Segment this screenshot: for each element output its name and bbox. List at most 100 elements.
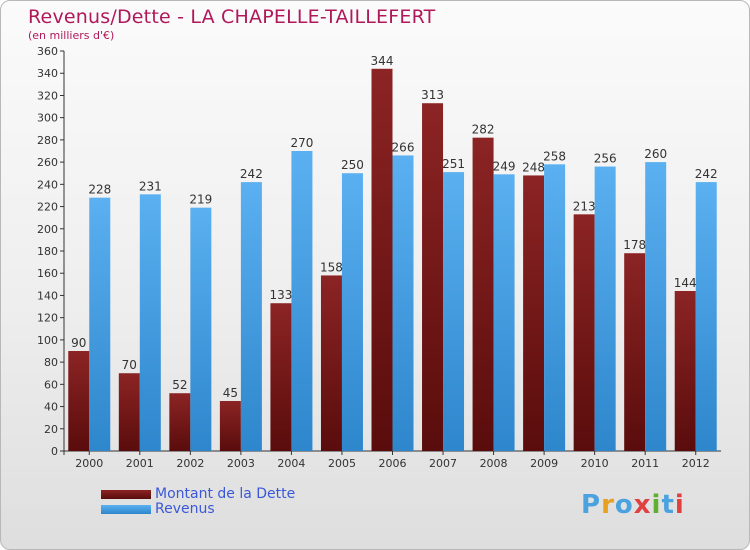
bar-debt [118, 373, 140, 451]
data-label-revenue: 256 [594, 152, 617, 166]
data-label-revenue: 251 [442, 157, 465, 171]
proxiti-logo: Proxiti [581, 490, 685, 520]
data-label-revenue: 258 [543, 149, 566, 163]
bar-revenue [139, 194, 161, 452]
y-tick-label: 100 [37, 334, 58, 347]
x-tick-label: 2010 [581, 457, 609, 470]
legend-label-revenue: Revenus [155, 501, 215, 517]
x-tick-label: 2009 [530, 457, 558, 470]
data-label-revenue: 219 [189, 193, 212, 207]
data-label-revenue: 228 [88, 183, 111, 197]
y-tick-label: 160 [37, 267, 58, 280]
data-label-revenue: 270 [290, 136, 313, 150]
data-label-debt: 52 [172, 378, 187, 392]
y-tick-label: 120 [37, 312, 58, 325]
x-tick-label: 2004 [277, 457, 305, 470]
data-label-debt: 45 [223, 386, 238, 400]
bar-revenue [695, 182, 717, 451]
bar-debt [674, 291, 696, 451]
y-tick-label: 220 [37, 201, 58, 214]
bar-debt [624, 253, 646, 451]
data-label-debt: 282 [472, 123, 495, 137]
bar-debt [320, 275, 342, 451]
x-tick-label: 2005 [328, 457, 356, 470]
data-labels: 90 228 70 231 52 219 45 242 133 270 158 250 344 266 31… [71, 54, 718, 400]
data-label-revenue: 249 [493, 159, 516, 173]
bars [68, 68, 717, 452]
data-label-debt: 70 [122, 358, 137, 372]
x-tick-label: 2011 [631, 457, 659, 470]
data-label-debt: 144 [674, 276, 697, 290]
y-tick-label: 80 [44, 356, 58, 369]
logo-letter: x [633, 490, 652, 520]
y-tick-label: 140 [37, 289, 58, 302]
logo-letter: P [581, 490, 602, 520]
y-tick-label: 200 [37, 223, 58, 236]
y-tick-label: 340 [37, 67, 58, 80]
bar-debt [219, 401, 241, 451]
data-label-revenue: 242 [695, 167, 718, 181]
bar-revenue [493, 174, 515, 452]
y-tick-label: 60 [44, 378, 58, 391]
data-label-revenue: 250 [341, 158, 364, 172]
y-tick-label: 240 [37, 178, 58, 191]
y-tick-label: 180 [37, 245, 58, 258]
x-tick-label: 2002 [176, 457, 204, 470]
data-label-debt: 344 [371, 54, 394, 68]
bar-revenue [594, 166, 616, 452]
y-tick-label: 40 [44, 401, 58, 414]
bar-revenue [392, 155, 414, 451]
y-tick-label: 20 [44, 423, 58, 436]
bar-revenue [544, 164, 566, 452]
x-tick-label: 2007 [429, 457, 457, 470]
legend-label-debt: Montant de la Dette [155, 486, 296, 502]
chart-subtitle: (en milliers d'€) [28, 29, 115, 42]
chart-title: Revenus/Dette - LA CHAPELLE-TAILLEFERT [28, 6, 436, 28]
bar-revenue [443, 172, 465, 451]
x-tick-label: 2000 [75, 457, 103, 470]
y-tick-label: 360 [37, 45, 58, 58]
x-tick-label: 2008 [480, 457, 508, 470]
x-tick-label: 2012 [682, 457, 710, 470]
bar-revenue [240, 182, 262, 451]
bar-debt [472, 137, 494, 451]
x-tick-label: 2001 [126, 457, 154, 470]
bar-revenue [190, 207, 212, 451]
x-tick-label: 2006 [379, 457, 407, 470]
data-label-debt: 248 [522, 160, 545, 174]
data-label-revenue: 260 [644, 147, 667, 161]
data-label-debt: 90 [71, 336, 86, 350]
data-label-revenue: 266 [392, 140, 415, 154]
data-label-debt: 133 [269, 288, 292, 302]
data-label-revenue: 242 [240, 167, 263, 181]
bar-debt [270, 303, 292, 451]
bar-debt [169, 393, 191, 451]
legend-swatch-debt [101, 490, 151, 499]
logo-letter: o [614, 490, 634, 520]
x-tick-label: 2003 [227, 457, 255, 470]
data-label-debt: 213 [573, 199, 596, 213]
bar-revenue [645, 162, 667, 451]
data-label-debt: 158 [320, 260, 343, 274]
data-label-debt: 313 [421, 88, 444, 102]
y-tick-label: 300 [37, 112, 58, 125]
bar-debt [68, 351, 90, 451]
bar-debt [573, 214, 595, 451]
logo-letter: t [661, 490, 675, 520]
bar-revenue [89, 197, 111, 451]
data-label-debt: 178 [623, 238, 646, 252]
y-tick-label: 280 [37, 134, 58, 147]
y-tick-label: 260 [37, 156, 58, 169]
bar-revenue [291, 151, 313, 451]
bar-debt [523, 175, 545, 451]
data-label-revenue: 231 [139, 179, 162, 193]
logo-letter: i [674, 490, 685, 520]
logo-letter: i [651, 490, 662, 520]
bar-debt [371, 68, 393, 452]
bar-revenue [341, 173, 363, 451]
logo-letter: r [601, 490, 615, 520]
bar-debt [422, 103, 444, 451]
legend-swatch-revenue [101, 505, 151, 514]
